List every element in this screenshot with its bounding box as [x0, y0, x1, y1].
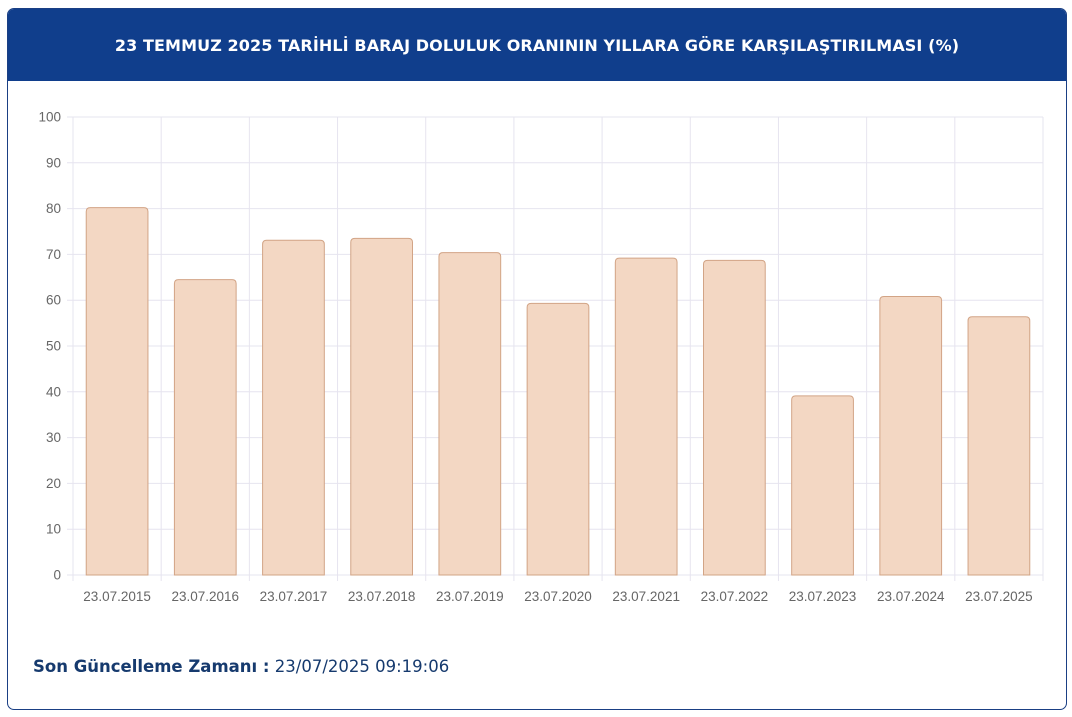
- x-tick-label: 23.07.2020: [524, 589, 592, 604]
- last-updated-label: Son Güncelleme Zamanı :: [33, 657, 270, 676]
- y-tick-label: 60: [46, 293, 61, 308]
- x-tick-label: 23.07.2023: [789, 589, 857, 604]
- bar-chart: 0 10 20 30 40 50 60 70 80 90 100 23.07.2015 23.07.20…: [38, 110, 1044, 604]
- x-tick-label: 23.07.2015: [83, 589, 151, 604]
- bar-23.07.2022[interactable]: [703, 259, 766, 576]
- y-tick-label: 20: [46, 476, 61, 491]
- y-tick-label: 50: [46, 339, 61, 354]
- y-tick-label: 30: [46, 430, 61, 445]
- chart-area: 0 10 20 30 40 50 60 70 80 90 100 23.07.2015 23.07.20…: [8, 81, 1066, 621]
- bar-23.07.2021[interactable]: [614, 257, 678, 576]
- x-tick-label: 23.07.2025: [965, 589, 1033, 604]
- bar-23.07.2023[interactable]: [791, 395, 854, 576]
- x-tick-label: 23.07.2018: [348, 589, 416, 604]
- bar-23.07.2024[interactable]: [879, 296, 943, 576]
- x-tick-label: 23.07.2016: [171, 589, 239, 604]
- y-tick-label: 100: [38, 110, 61, 125]
- y-tick-label: 40: [46, 384, 61, 399]
- x-tick-label: 23.07.2021: [612, 589, 680, 604]
- x-tick-label: 23.07.2024: [877, 589, 945, 604]
- chart-title-bar: 23 TEMMUZ 2025 TARİHLİ BARAJ DOLULUK ORA…: [8, 9, 1066, 81]
- last-updated: Son Güncelleme Zamanı : 23/07/2025 09:19…: [33, 657, 449, 676]
- bar-23.07.2020[interactable]: [526, 302, 590, 576]
- bar-23.07.2016[interactable]: [173, 279, 237, 576]
- x-tick-label: 23.07.2022: [701, 589, 769, 604]
- bar-23.07.2018[interactable]: [350, 237, 413, 576]
- bar-23.07.2017[interactable]: [262, 239, 325, 576]
- y-tick-label: 80: [46, 201, 61, 216]
- bar-23.07.2019[interactable]: [438, 252, 502, 576]
- y-tick-label: 0: [53, 568, 61, 583]
- x-tick-label: 23.07.2017: [260, 589, 328, 604]
- y-tick-label: 10: [46, 522, 61, 537]
- bar-23.07.2015[interactable]: [85, 207, 149, 576]
- last-updated-value: 23/07/2025 09:19:06: [274, 657, 450, 676]
- chart-title: 23 TEMMUZ 2025 TARİHLİ BARAJ DOLULUK ORA…: [114, 35, 960, 55]
- bar-23.07.2025[interactable]: [967, 316, 1031, 576]
- chart-card: 23 TEMMUZ 2025 TARİHLİ BARAJ DOLULUK ORA…: [7, 8, 1067, 710]
- y-tick-label: 70: [46, 247, 61, 262]
- x-tick-label: 23.07.2019: [436, 589, 504, 604]
- y-tick-label: 90: [46, 155, 61, 170]
